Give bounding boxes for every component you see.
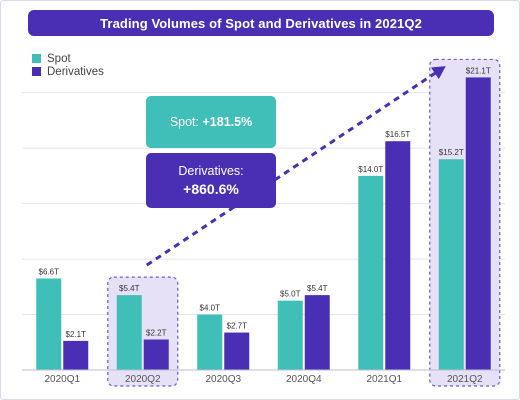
callout-derivatives-value: +860.6% — [183, 181, 239, 197]
value-label-derivatives-2021Q1: $16.5T — [385, 130, 410, 139]
x-tick-label-2020Q1: 2020Q1 — [44, 374, 80, 385]
legend-label-derivatives: Derivatives — [47, 65, 104, 78]
legend-label-spot: Spot — [47, 52, 71, 65]
bar-spot-2020Q2 — [116, 295, 142, 370]
value-label-spot-2021Q2: $15.2T — [439, 148, 464, 157]
bar-spot-2020Q4 — [277, 300, 303, 370]
value-label-derivatives-2020Q4: $5.4T — [307, 284, 328, 293]
value-label-spot-2020Q2: $5.4T — [119, 284, 140, 293]
trend-arrow-line — [145, 68, 442, 267]
legend-swatch-spot — [32, 54, 41, 63]
value-label-spot-2020Q1: $6.6T — [39, 267, 60, 276]
bar-derivatives-2020Q3 — [224, 332, 250, 370]
bar-spot-2021Q1 — [358, 175, 384, 370]
bar-spot-2020Q1 — [36, 278, 62, 370]
value-label-spot-2020Q3: $4.0T — [200, 304, 221, 313]
bar-spot-2020Q3 — [197, 314, 223, 370]
chart-title: Trading Volumes of Spot and Derivatives … — [28, 10, 494, 36]
x-tick-label-2020Q3: 2020Q3 — [205, 374, 241, 385]
bar-derivatives-2021Q2 — [465, 77, 491, 370]
callout-spot-label: Spot: — [169, 115, 203, 129]
callout-spot-growth: Spot: +181.5% — [146, 96, 276, 148]
x-tick-label-2020Q2: 2020Q2 — [125, 374, 161, 385]
x-tick-label-2020Q4: 2020Q4 — [286, 374, 322, 385]
value-label-spot-2020Q4: $5.0T — [280, 290, 301, 299]
legend-item-spot: Spot — [32, 52, 104, 65]
callout-spot-value: +181.5% — [202, 115, 253, 129]
value-label-derivatives-2020Q3: $2.7T — [227, 322, 248, 331]
bar-derivatives-2020Q2 — [143, 339, 169, 370]
value-label-derivatives-2020Q1: $2.1T — [66, 330, 87, 339]
legend-item-derivatives: Derivatives — [32, 65, 104, 78]
value-label-spot-2021Q1: $14.0T — [358, 165, 383, 174]
callout-derivatives-growth: Derivatives: +860.6% — [146, 153, 276, 208]
bar-derivatives-2021Q1 — [385, 141, 411, 370]
x-tick-label-2021Q2: 2021Q2 — [447, 374, 483, 385]
legend: Spot Derivatives — [32, 52, 104, 78]
value-label-derivatives-2021Q2: $21.1T — [466, 66, 491, 75]
x-tick-label-2021Q1: 2021Q1 — [366, 374, 402, 385]
bar-derivatives-2020Q1 — [63, 340, 89, 370]
value-label-derivatives-2020Q2: $2.2T — [146, 328, 167, 337]
bar-spot-2021Q2 — [438, 159, 464, 370]
legend-swatch-derivatives — [32, 67, 41, 76]
callout-derivatives-label: Derivatives: — [178, 164, 244, 178]
bar-derivatives-2020Q4 — [304, 295, 330, 370]
trend-arrow-head — [431, 66, 446, 80]
